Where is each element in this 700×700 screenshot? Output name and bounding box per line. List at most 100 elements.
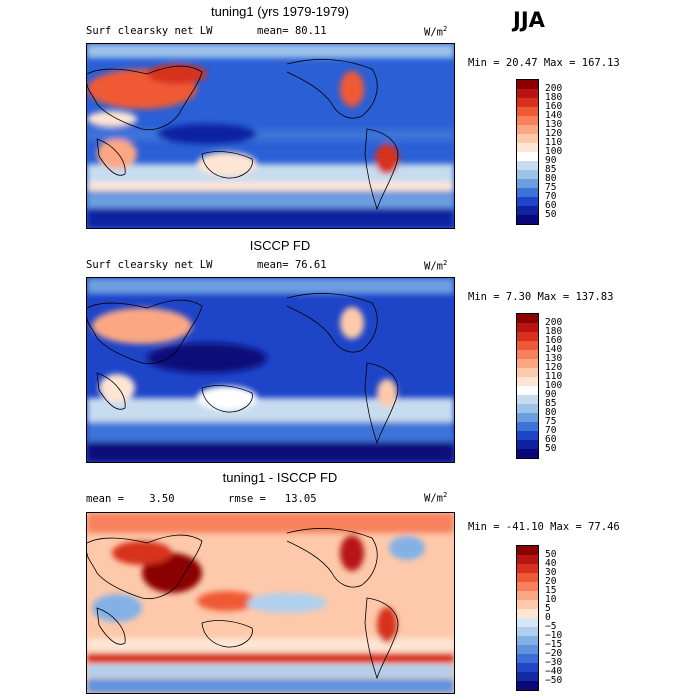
colorbar-tick-label: −40 xyxy=(545,665,563,677)
colorbar-swatch xyxy=(517,546,538,556)
panel3-minmax: Min = -41.10 Max = 77.46 xyxy=(468,521,620,533)
panel3-southern-ocean-band xyxy=(87,665,454,677)
colorbar-swatch xyxy=(517,98,538,108)
colorbar-tick-label: 70 xyxy=(545,190,557,202)
panel1-south-midlat-band xyxy=(87,164,454,186)
panel1-minmax: Min = 20.47 Max = 167.13 xyxy=(468,57,620,69)
panel2-coast-africa-eurasia xyxy=(87,299,203,365)
panel3-south-america-warm xyxy=(377,607,397,643)
panel1-warm-pool-deep xyxy=(157,124,257,144)
panel3-rmse-label: rmse = 13.05 xyxy=(228,493,317,505)
panel3-arctic-band xyxy=(87,513,454,533)
panel2-sahara-warm xyxy=(92,308,192,344)
colorbar-swatch xyxy=(517,350,538,360)
colorbar-swatch xyxy=(517,413,538,423)
panel2-coast-australia xyxy=(201,385,253,413)
panel1-units-main: W/m xyxy=(424,26,443,39)
colorbar-tick-label: 50 xyxy=(545,442,557,454)
colorbar-swatch xyxy=(517,107,538,117)
panel1-map xyxy=(86,43,455,229)
panel3-south-warm-band xyxy=(87,653,454,663)
panel2-colorbar-ticks: 200 180 160 140 130 120 110 100 90 85 80 75 70 60 50 xyxy=(545,317,585,458)
panel1-coast-north-america xyxy=(286,59,378,119)
panel3-title: tuning1 - ISCCP FD xyxy=(222,470,338,485)
colorbar-swatch xyxy=(517,314,538,324)
colorbar-tick-label: 30 xyxy=(545,566,557,578)
panel3-antarctic-band xyxy=(87,679,454,693)
colorbar-swatch xyxy=(517,323,538,333)
colorbar-swatch xyxy=(517,377,538,387)
panel3-units: W/m2 xyxy=(424,491,447,505)
colorbar-swatch xyxy=(517,645,538,655)
panel2-coast-south-africa xyxy=(96,372,126,410)
colorbar-swatch xyxy=(517,188,538,198)
panel2-coast-south-america xyxy=(364,362,399,445)
panel1-colorbar-swatches xyxy=(517,80,538,225)
colorbar-swatch xyxy=(517,89,538,99)
colorbar-tick-label: 85 xyxy=(545,397,557,409)
panel1-south-america-warm xyxy=(375,144,399,174)
colorbar-swatch xyxy=(517,341,538,351)
colorbar-tick-label: 60 xyxy=(545,433,557,445)
panel1-mean-label: mean= 80.11 xyxy=(257,25,327,37)
panel3-mean-label: mean = 3.50 xyxy=(86,493,175,505)
panel1-south-pale-band xyxy=(87,182,454,192)
panel3-middle-east-warm xyxy=(112,541,172,565)
colorbar-tick-label: 100 xyxy=(545,379,563,391)
panel3-coast-africa-eurasia xyxy=(87,534,203,600)
panel2-mean-label: mean= 76.61 xyxy=(257,259,327,271)
colorbar-tick-label: 40 xyxy=(545,557,557,569)
panel1-coast-australia xyxy=(201,151,253,179)
panel3-south-midlat-band xyxy=(87,638,454,652)
colorbar-swatch xyxy=(517,654,538,664)
panel1-variable-label: Surf clearsky net LW xyxy=(86,25,213,37)
colorbar-tick-label: 200 xyxy=(545,82,563,94)
colorbar-swatch xyxy=(517,591,538,601)
panel3-warm-pool-warm xyxy=(197,591,257,611)
colorbar-tick-label: 160 xyxy=(545,334,563,346)
panel2-variable-label: Surf clearsky net LW xyxy=(86,259,213,271)
panel2-minmax: Min = 7.30 Max = 137.83 xyxy=(468,291,614,303)
panel3-rmse-text: rmse = xyxy=(228,493,266,505)
panel1-arctic-band xyxy=(87,44,454,58)
colorbar-tick-label: 140 xyxy=(545,109,563,121)
season-label: JJA xyxy=(513,8,545,32)
panel1-map-svg xyxy=(87,44,454,228)
panel1-coast-africa-eurasia xyxy=(87,65,203,131)
panel2-warm-pool-deep xyxy=(147,343,267,373)
panel2-map xyxy=(86,277,455,463)
panel1-mean-text: mean= xyxy=(257,25,289,37)
colorbar-swatch xyxy=(517,179,538,189)
colorbar-swatch xyxy=(517,609,538,619)
colorbar-tick-label: 180 xyxy=(545,91,563,103)
panel1-southern-ocean-band xyxy=(87,194,454,208)
panel3-rmse-value: 13.05 xyxy=(284,493,317,505)
colorbar-swatch xyxy=(517,431,538,441)
colorbar-swatch xyxy=(517,564,538,574)
panel3-coast-south-america xyxy=(364,597,399,680)
colorbar-tick-label: 5 xyxy=(545,602,551,614)
colorbar-swatch xyxy=(517,422,538,432)
panel2-map-svg xyxy=(87,278,454,462)
colorbar-swatch xyxy=(517,359,538,369)
panel2-us-west-pale xyxy=(340,307,364,339)
colorbar-swatch xyxy=(517,449,538,459)
colorbar-swatch xyxy=(517,681,538,691)
panel2-south-america-pale xyxy=(377,379,397,407)
colorbar-swatch xyxy=(517,404,538,414)
panel2-arctic-band xyxy=(87,278,454,294)
colorbar-tick-label: −30 xyxy=(545,656,563,668)
colorbar-tick-label: 70 xyxy=(545,424,557,436)
colorbar-swatch xyxy=(517,161,538,171)
colorbar-tick-label: 130 xyxy=(545,352,563,364)
colorbar-tick-label: 75 xyxy=(545,181,557,193)
colorbar-swatch xyxy=(517,618,538,628)
colorbar-tick-label: 85 xyxy=(545,163,557,175)
panel3-map xyxy=(86,512,455,694)
panel1-colorbar xyxy=(516,79,539,225)
panel3-colorbar xyxy=(516,545,539,691)
panel3-south-atlantic-cool xyxy=(92,594,142,622)
colorbar-swatch xyxy=(517,368,538,378)
colorbar-swatch xyxy=(517,134,538,144)
panel1-australia-pale xyxy=(197,152,257,176)
